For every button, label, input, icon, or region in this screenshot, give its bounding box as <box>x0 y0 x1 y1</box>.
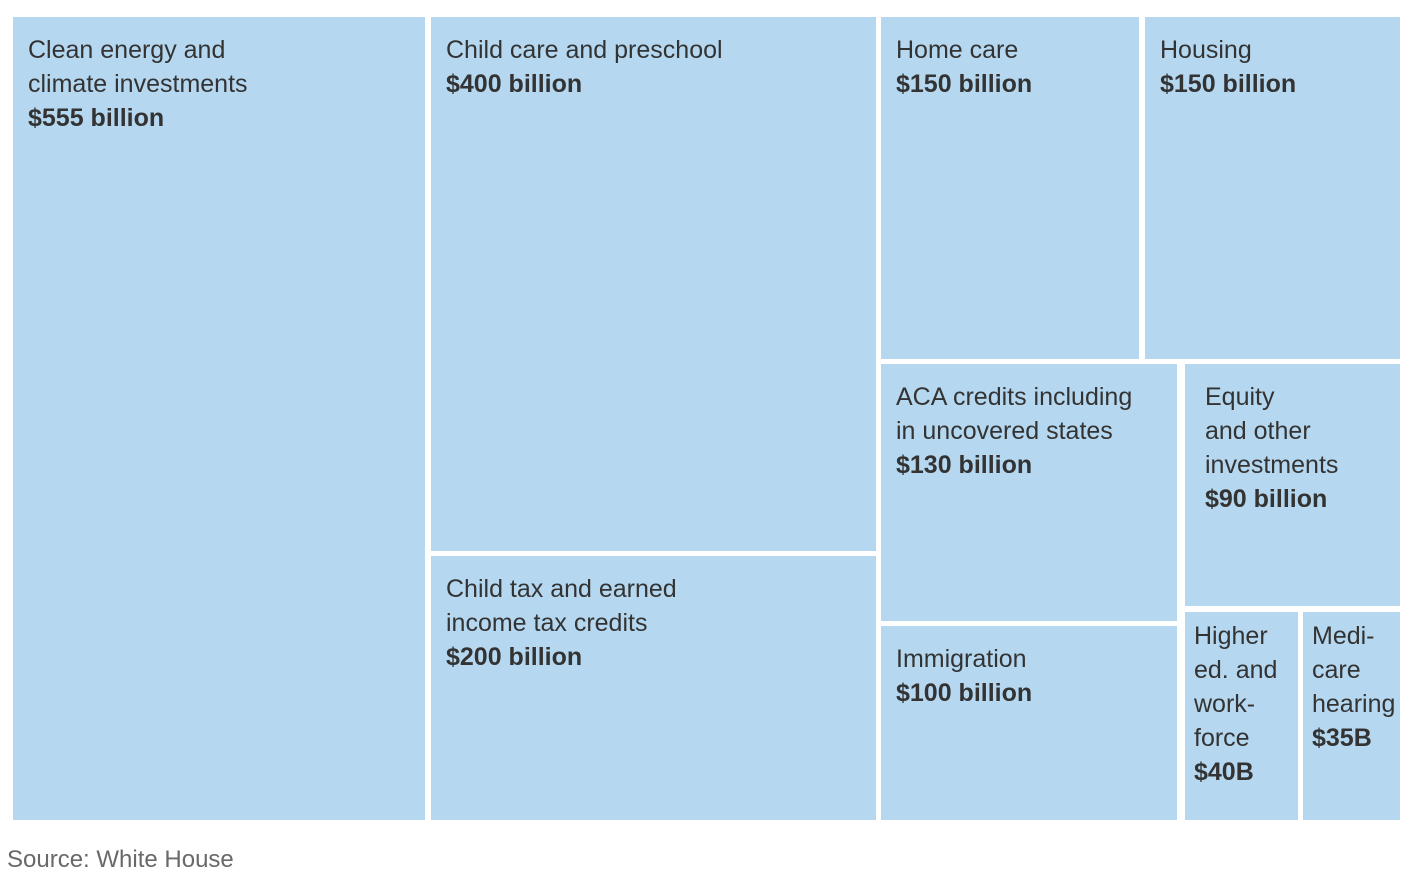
tile-label-line: hearing <box>1312 690 1396 718</box>
tile-label-line: Housing <box>1160 36 1252 64</box>
treemap-tile-home-care: Home care $150 billion <box>881 17 1139 359</box>
treemap-tile-equity-investments: Equity and other investments $90 billion <box>1185 364 1400 606</box>
source-note: Source: White House <box>7 846 234 873</box>
treemap-tile-housing: Housing $150 billion <box>1145 17 1400 359</box>
tile-label-line: and other <box>1205 417 1311 445</box>
tile-label-line: Equity <box>1205 383 1275 411</box>
treemap-tile-child-tax-credits: Child tax and earned income tax credits … <box>431 556 876 820</box>
tile-label-line: ed. and <box>1194 656 1278 684</box>
tile-label-line: force <box>1194 724 1250 752</box>
tile-label-line: in uncovered states <box>896 417 1113 445</box>
tile-label-line: care <box>1312 656 1361 684</box>
tile-value: $150 billion <box>1160 70 1297 98</box>
tile-value: $555 billion <box>28 104 165 132</box>
treemap-tile-medicare-hearing: Medi- care hearing $35B <box>1303 612 1400 820</box>
tile-label-line: Medi- <box>1312 622 1375 650</box>
treemap-tile-clean-energy: Clean energy and climate investments $55… <box>13 17 425 820</box>
tile-value: $400 billion <box>446 70 583 98</box>
tile-value: $100 billion <box>896 679 1033 707</box>
tile-value: $90 billion <box>1205 485 1328 513</box>
tile-label-line: Home care <box>896 36 1019 64</box>
tile-label-line: Higher <box>1194 622 1268 650</box>
tile-value: $40B <box>1194 758 1254 786</box>
tile-label-line: Child care and preschool <box>446 36 723 64</box>
tile-value: $200 billion <box>446 643 583 671</box>
tile-label-line: Clean energy and <box>28 36 226 64</box>
tile-label-line: investments <box>1205 451 1339 479</box>
tile-label-line: work- <box>1194 690 1256 718</box>
tile-label-line: Child tax and earned <box>446 575 677 603</box>
tile-label-line: ACA credits including <box>896 383 1133 411</box>
tile-label-line: income tax credits <box>446 609 648 637</box>
treemap-tile-aca-credits: ACA credits including in uncovered state… <box>881 364 1177 621</box>
tile-value: $130 billion <box>896 451 1033 479</box>
treemap-tile-child-care: Child care and preschool $400 billion <box>431 17 876 551</box>
tile-value: $35B <box>1312 724 1372 752</box>
tile-label-line: climate investments <box>28 70 248 98</box>
tile-label-line: Immigration <box>896 645 1027 673</box>
treemap-tile-higher-ed-workforce: Higher ed. and work- force $40B <box>1185 612 1298 820</box>
treemap-tile-immigration: Immigration $100 billion <box>881 626 1177 820</box>
tile-value: $150 billion <box>896 70 1033 98</box>
